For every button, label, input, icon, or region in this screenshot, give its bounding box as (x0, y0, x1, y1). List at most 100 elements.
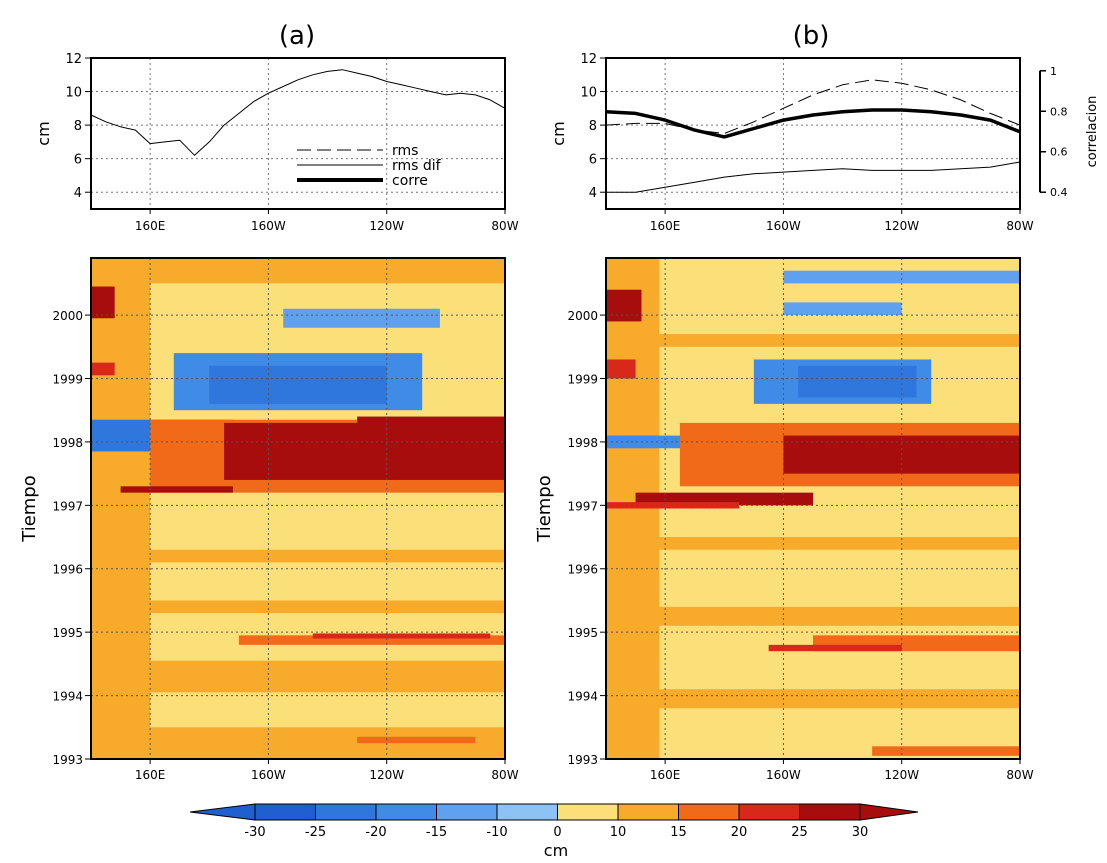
y-axis-label: cm (549, 121, 568, 145)
x-tick-label: 120W (884, 768, 919, 782)
heatmap-field-a (91, 258, 505, 759)
heatmap-cell (606, 359, 636, 379)
colorbar-tick-label: -20 (365, 825, 386, 840)
x-tick-label: 160E (650, 219, 681, 233)
legend-label-rms: rms (392, 143, 418, 159)
x-tick-label: 160W (251, 219, 286, 233)
y-tick-label: 8 (589, 119, 597, 134)
heatmap-cell (857, 438, 1020, 461)
y-tick-label: 1996 (567, 563, 598, 577)
panel-label-a: (a) (279, 21, 315, 51)
x-tick-label: 120W (369, 768, 404, 782)
heatmap-cell (606, 258, 660, 759)
x-tick-label: 80W (1006, 219, 1033, 233)
panel-label-b: (b) (793, 21, 830, 51)
heatmap-cell (635, 492, 813, 506)
x-tick-label: 160W (766, 768, 801, 782)
heatmap-cell (606, 689, 1020, 709)
heatmap-cell (798, 365, 917, 398)
colorbar-unit-label: cm (544, 841, 568, 860)
heatmap-field-b (606, 258, 1020, 759)
y-tick-label: 4 (74, 186, 82, 201)
colorbar-segment (799, 803, 861, 821)
colorbar-tick-label: 25 (791, 825, 808, 840)
colorbar-tick-label: 10 (610, 825, 627, 840)
y-tick-label: 1999 (52, 372, 83, 386)
heatmap-cell (606, 606, 1020, 626)
plot-frame-b (605, 57, 1021, 210)
colorbar-tick-label: -10 (486, 825, 507, 840)
colorbar-tick-label: 15 (670, 825, 687, 840)
y-tick-label: 12 (65, 52, 82, 67)
heatmap-cell (91, 549, 505, 563)
line-plot-b (606, 58, 1020, 209)
heatmap-cell (872, 746, 1020, 756)
heatmap-cell (209, 365, 387, 404)
y-tick-label: 10 (65, 86, 82, 101)
y-tick-label: 6 (74, 153, 82, 168)
x-tick-label: 120W (884, 219, 919, 233)
heatmap-cell (357, 736, 476, 744)
y2-tick-label: 1 (1050, 65, 1057, 78)
colorbar-segment (315, 803, 377, 821)
y-tick-label: 6 (589, 153, 597, 168)
colorbar-tick-label: 0 (553, 825, 561, 840)
y-tick-label: 1997 (52, 499, 83, 513)
heatmap-cell (783, 270, 1020, 284)
y-tick-label: 1993 (567, 753, 598, 767)
y2-tick-label: 0.4 (1050, 186, 1068, 199)
line-plot-a (91, 58, 505, 209)
colorbar-tick-label: 20 (731, 825, 748, 840)
legend-label-corre: corre (392, 173, 428, 189)
x-tick-label: 80W (1006, 768, 1033, 782)
heatmap-cell (357, 416, 505, 449)
y-tick-label: 4 (589, 186, 597, 201)
y-tick-label: 1994 (567, 690, 598, 704)
y-tick-label: 1997 (567, 499, 598, 513)
colorbar-segment (738, 803, 800, 821)
x-tick-label: 160E (135, 768, 166, 782)
y-tick-label: 12 (580, 52, 597, 67)
y2-tick-label: 0.6 (1050, 146, 1068, 159)
colorbar-tick-label: -25 (305, 825, 326, 840)
heatmap-cell (606, 289, 642, 322)
y2-tick-label: 0.8 (1050, 105, 1068, 118)
colorbar-segment (678, 803, 740, 821)
colorbar-segment (557, 803, 619, 821)
y-tick-label: 1998 (567, 436, 598, 450)
x-tick-label: 160W (766, 219, 801, 233)
colorbar-tick-label: 30 (852, 825, 869, 840)
colorbar-segment (375, 803, 437, 821)
legend-label-rms_dif: rms dif (392, 158, 442, 174)
heatmap-cell (606, 334, 1020, 347)
y-axis-label: cm (34, 121, 53, 145)
heatmap-cell (606, 537, 1020, 550)
y-tick-label: 1993 (52, 753, 83, 767)
colorbar-segment (617, 803, 679, 821)
y-tick-label: 1994 (52, 690, 83, 704)
y-tick-label: 1995 (52, 626, 83, 640)
series-line-corre (605, 108, 1021, 139)
y-tick-label: 10 (580, 86, 597, 101)
x-tick-label: 120W (369, 219, 404, 233)
y2-axis-label: correlacion (1085, 96, 1100, 168)
series-line-rms-dif (606, 161, 1021, 193)
y-tick-label: 2000 (52, 309, 83, 323)
heatmap-cell (238, 635, 505, 645)
series-line-rms-dif (90, 69, 506, 156)
heatmap-cell (91, 286, 115, 319)
y-axis-label: Tiempo (534, 475, 555, 543)
series-line-rms (605, 79, 1021, 134)
colorbar-arrow-right (859, 803, 919, 821)
y-tick-label: 8 (74, 119, 82, 134)
heatmap-cell (283, 308, 440, 328)
y-tick-label: 1996 (52, 563, 83, 577)
heatmap-cell (312, 633, 491, 639)
x-tick-label: 160E (135, 219, 166, 233)
colorbar-segment (436, 803, 498, 821)
colorbar-segment (496, 803, 558, 821)
heatmap-frame-a (90, 257, 506, 760)
heatmap-cell (91, 258, 505, 284)
heatmap-cell (120, 486, 233, 493)
